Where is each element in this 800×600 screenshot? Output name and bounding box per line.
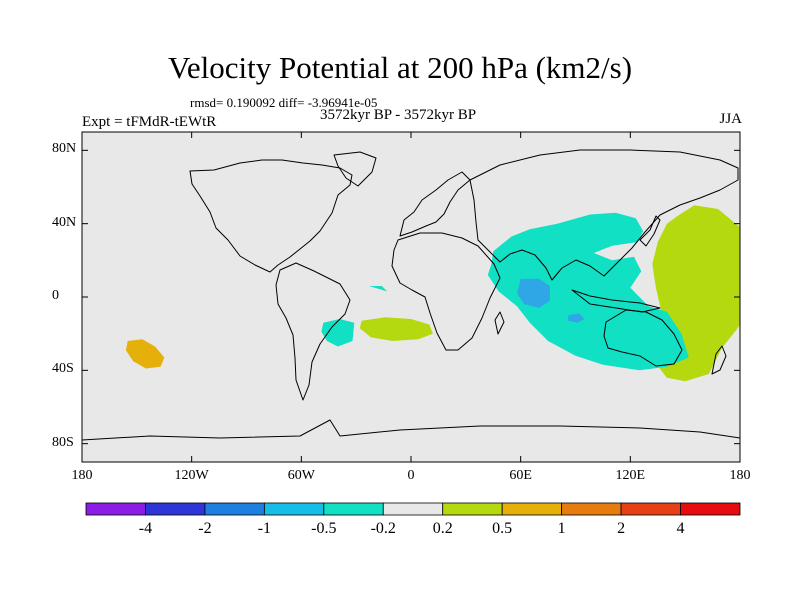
new-zealand-coast (711, 345, 727, 375)
axis-ticks (81, 132, 741, 462)
colorbar-swatch (501, 502, 563, 516)
period-text: 3572kyr BP - 3572kyr BP (320, 107, 477, 123)
lat-label-80s: 80S (52, 434, 74, 450)
lon-label-120w: 120W (174, 468, 209, 483)
stats-text: rmsd= 0.190092 diff= -3.96941e-05 (190, 95, 378, 110)
colorbar-label: 0.5 (492, 520, 513, 537)
indonesia-coast (571, 289, 661, 313)
greenland-coast (333, 151, 377, 187)
region-south-atlantic-positive (359, 317, 433, 341)
colorbar-swatch (680, 502, 741, 516)
region-atlantic-negative-north (369, 286, 388, 292)
lon-label-180e: 180 (729, 468, 751, 483)
colorbar-label: 0.2 (432, 520, 453, 537)
region-atlantic-negative-south (321, 319, 355, 347)
colorbar-label: -0.5 (311, 520, 337, 537)
north-america-coast (189, 159, 353, 273)
lon-label-60w: 60W (287, 468, 315, 483)
colorbar-label: -1 (257, 520, 272, 537)
lon-label-180w: 180 (71, 468, 93, 483)
region-asia-indian-ocean-negative (487, 212, 689, 371)
contour-regions (125, 205, 740, 382)
coastlines (81, 149, 741, 441)
colorbar-swatch (323, 502, 384, 516)
colorbar-swatch (620, 502, 681, 516)
region-eastern-dateline-positive (732, 232, 740, 270)
lat-label-40n: 40N (52, 214, 77, 230)
japan-coast (639, 215, 661, 247)
africa-coast (391, 232, 501, 351)
region-indian-ocean-core (568, 313, 585, 323)
lon-label-0: 0 (407, 468, 415, 483)
region-arabian-sea-core (517, 278, 550, 308)
asia-coast (469, 149, 739, 281)
colorbar-swatch (85, 502, 146, 516)
colorbar-label: 4 (676, 520, 685, 537)
australia-coast (603, 309, 683, 367)
madagascar-coast (494, 311, 505, 335)
colorbar-swatch (204, 502, 265, 516)
chart-title: Velocity Potential at 200 hPa (km2/s) (167, 50, 633, 85)
lat-label-40s: 40S (52, 361, 74, 377)
season-label: JJA (719, 111, 742, 127)
lon-label-120e: 120E (615, 468, 646, 483)
experiment-label: Expt = tFMdR-tEWtR (82, 114, 217, 130)
colorbar-label: 2 (617, 520, 626, 537)
south-america-coast (275, 262, 351, 401)
lat-label-0: 0 (52, 288, 59, 303)
lon-label-60e: 60E (509, 468, 532, 483)
plot-background (82, 132, 740, 462)
colorbar-label: 1 (557, 520, 566, 537)
colorbar-swatch (561, 502, 622, 516)
colorbar-swatch (442, 502, 503, 516)
colorbar-swatch (382, 502, 444, 516)
colorbar-label: -4 (138, 520, 153, 537)
lat-label-80n: 80N (52, 141, 77, 157)
colorbar (85, 502, 741, 516)
region-pacific-orange-center (125, 339, 165, 369)
colorbar-label: -2 (198, 520, 212, 537)
colorbar-swatch (145, 502, 206, 516)
antarctica-coast (81, 419, 741, 441)
colorbar-label: -0.2 (370, 520, 396, 537)
colorbar-swatch (263, 502, 325, 516)
